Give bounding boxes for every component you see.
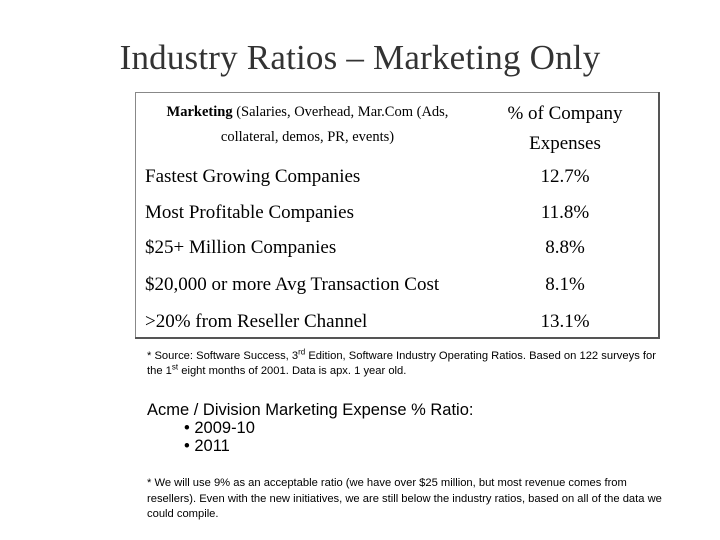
source-note: * Source: Software Success, 3rd Edition,… <box>147 347 667 379</box>
footnote: * We will use 9% as an acceptable ratio … <box>147 477 662 520</box>
source-note-sup1: rd <box>298 347 306 357</box>
header-percent-line1: % of Company <box>507 103 623 124</box>
acme-ratio-section: Acme / Division Marketing Expense % Rati… <box>147 401 473 455</box>
row-label-reseller-channel: >20% from Reseller Channel <box>145 311 368 332</box>
ratios-table <box>135 92 660 339</box>
acme-heading: Acme / Division Marketing Expense % Rati… <box>147 401 474 419</box>
row-value-transaction-cost: 8.1% <box>545 274 585 295</box>
header-percent-line2: Expenses <box>529 133 601 154</box>
row-value-fastest-growing: 12.7% <box>540 166 590 187</box>
row-label-transaction-cost: $20,000 or more Avg Transaction Cost <box>145 274 440 295</box>
row-label-25m-companies: $25+ Million Companies <box>145 237 337 258</box>
row-value-most-profitable: 11.8% <box>540 202 590 223</box>
table-header-percent: % of Company Expenses <box>470 99 660 159</box>
acme-item-2009-10: • 2009-10 <box>184 419 255 437</box>
source-note-part3: eight months of 2001. Data is apx. 1 yea… <box>178 365 407 377</box>
source-note-sup2: st <box>171 362 179 372</box>
source-note-part1: * Source: Software Success, 3 <box>147 350 299 362</box>
acme-item-2011: • 2011 <box>184 437 230 455</box>
row-value-reseller-channel: 13.1% <box>540 311 590 332</box>
row-label-fastest-growing: Fastest Growing Companies <box>145 166 361 187</box>
header-category-bold: Marketing <box>166 104 233 120</box>
row-label-most-profitable: Most Profitable Companies <box>145 202 354 223</box>
header-category-text: (Salaries, Overhead, Mar.Com (Ads, <box>232 104 449 120</box>
table-header-category: Marketing (Salaries, Overhead, Mar.Com (… <box>145 100 470 150</box>
source-note-part2: Edition, Software Industry Operating Rat… <box>147 350 656 377</box>
page-title: Industry Ratios – Marketing Only <box>119 38 601 77</box>
header-category-line2: collateral, demos, PR, events) <box>220 129 395 145</box>
row-value-25m-companies: 8.8% <box>545 237 585 258</box>
